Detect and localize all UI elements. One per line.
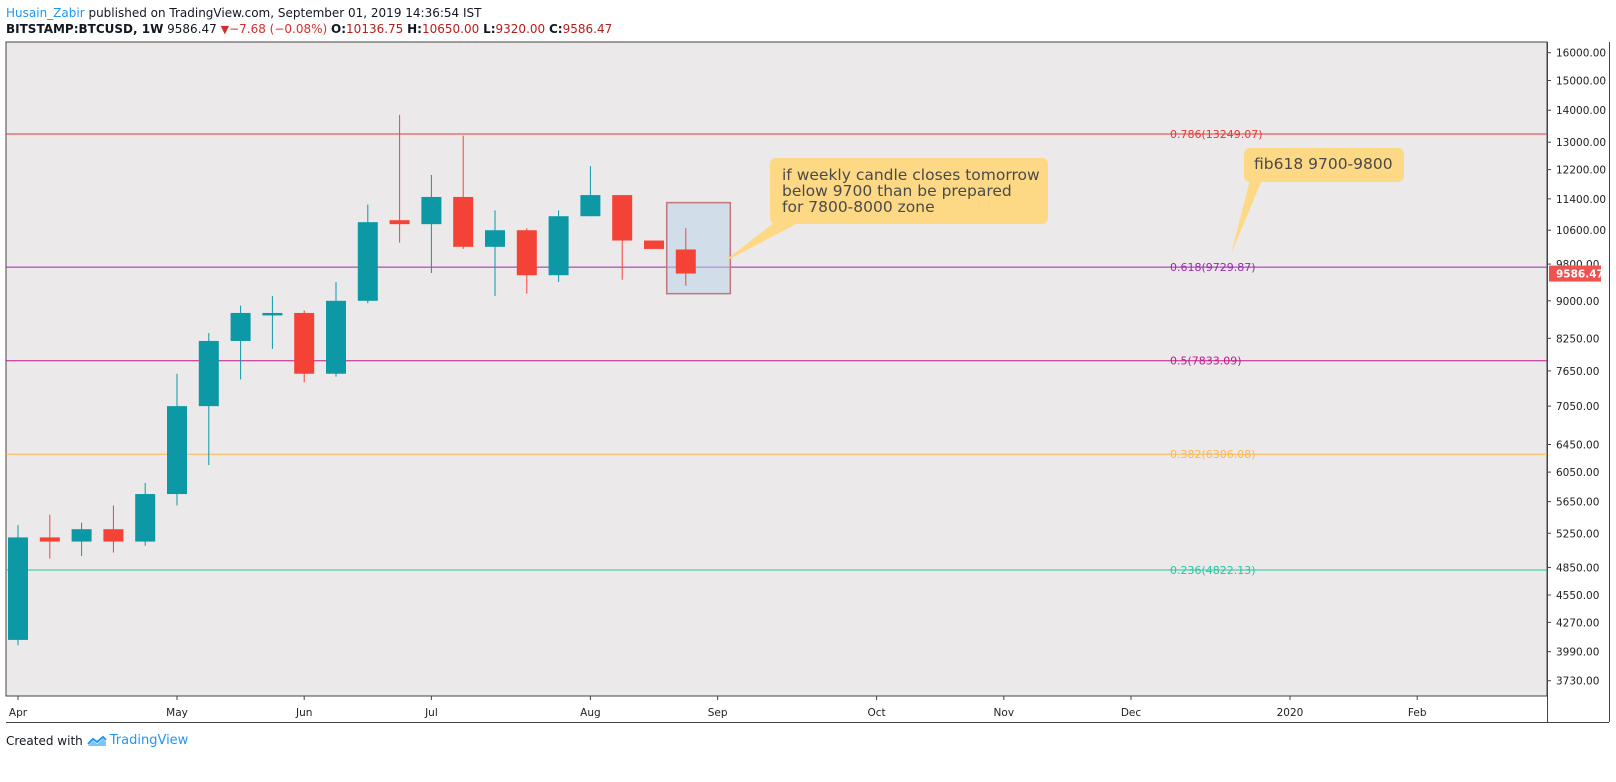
candle-body bbox=[262, 312, 283, 316]
time-tick-label: Jun bbox=[295, 707, 312, 719]
price-tick-label: 3990.00 bbox=[1556, 647, 1599, 659]
down-arrow-icon: ▼ bbox=[220, 23, 230, 36]
created-with-text: Created with bbox=[6, 733, 83, 748]
candle-body bbox=[548, 216, 569, 276]
price-tick-label: 7050.00 bbox=[1556, 401, 1599, 413]
time-tick-label: Jul bbox=[424, 707, 438, 719]
fib-level-label: 0.786(13249.07) bbox=[1170, 128, 1263, 141]
annotation-text: for 7800-8000 zone bbox=[782, 198, 935, 216]
candle-body bbox=[675, 249, 696, 274]
candle-body bbox=[135, 494, 156, 542]
fib-level-label: 0.618(9729.87) bbox=[1170, 261, 1256, 274]
time-tick-label: Feb bbox=[1408, 707, 1427, 719]
candle-body bbox=[230, 312, 251, 341]
annotation-box bbox=[1244, 148, 1404, 182]
published-text: published on TradingView.com, September … bbox=[84, 6, 482, 20]
candle-body bbox=[644, 240, 664, 249]
symbol-name: BITSTAMP:BTCUSD, 1W bbox=[6, 22, 164, 36]
price-tick-label: 6450.00 bbox=[1556, 439, 1599, 451]
candle-body bbox=[389, 220, 410, 225]
candle-body bbox=[453, 196, 474, 247]
price-tick-label: 6050.00 bbox=[1556, 467, 1599, 479]
price-tick-label: 15000.00 bbox=[1556, 75, 1606, 87]
price-tick-label: 16000.00 bbox=[1556, 48, 1606, 60]
price-tick-label: 5250.00 bbox=[1556, 528, 1599, 540]
annotation-text: below 9700 than be prepared bbox=[782, 182, 1012, 200]
candle-body bbox=[612, 195, 633, 241]
annotation-box bbox=[770, 158, 1048, 224]
candle-body bbox=[357, 222, 378, 301]
time-tick-label: Sep bbox=[708, 707, 728, 719]
price-tick-label: 13000.00 bbox=[1556, 137, 1606, 149]
price-tick-label: 8250.00 bbox=[1556, 333, 1599, 345]
fib-level-label: 0.382(6306.08) bbox=[1170, 448, 1256, 461]
open-label: O: bbox=[331, 22, 347, 36]
tradingview-logo-icon bbox=[87, 735, 107, 746]
tradingview-brand-link[interactable]: TradingView bbox=[109, 733, 189, 748]
low-label: L: bbox=[483, 22, 496, 36]
time-tick-label: 2020 bbox=[1277, 707, 1304, 719]
close-label: C: bbox=[548, 22, 563, 36]
time-tick-label: Oct bbox=[868, 707, 886, 719]
price-tick-label: 4550.00 bbox=[1556, 590, 1599, 602]
open-value: 10136.75 bbox=[346, 22, 404, 36]
publish-header: Husain_Zabir published on TradingView.co… bbox=[6, 4, 481, 22]
high-value: 10650.00 bbox=[421, 22, 480, 36]
fib-level-label: 0.5(7833.09) bbox=[1170, 355, 1242, 368]
price-tick-label: 4270.00 bbox=[1556, 617, 1599, 629]
candle-body bbox=[421, 196, 442, 225]
price-tick-label: 11400.00 bbox=[1556, 194, 1606, 206]
author-link[interactable]: Husain_Zabir bbox=[6, 6, 85, 20]
close-value: 9586.47 bbox=[562, 22, 613, 36]
time-tick-label: May bbox=[166, 707, 188, 719]
time-tick-label: Aug bbox=[580, 707, 601, 719]
candle-body bbox=[103, 529, 124, 542]
time-tick-label: Apr bbox=[9, 707, 28, 719]
candle-body bbox=[580, 195, 601, 217]
price-tick-label: 10600.00 bbox=[1556, 225, 1606, 237]
annotation-text: if weekly candle closes tomorrow bbox=[782, 166, 1040, 184]
high-label: H: bbox=[407, 22, 422, 36]
candle-body bbox=[294, 312, 315, 374]
last-price-tag-label: 9586.47 bbox=[1556, 269, 1604, 281]
candle-body bbox=[516, 230, 537, 276]
price-tick-label: 4850.00 bbox=[1556, 562, 1599, 574]
candle-body bbox=[71, 529, 92, 542]
highlight-box bbox=[665, 201, 732, 295]
last-price: 9586.47 bbox=[167, 22, 217, 36]
price-tick-label: 9000.00 bbox=[1556, 296, 1599, 308]
price-tick-label: 14000.00 bbox=[1556, 105, 1606, 117]
candle-body bbox=[8, 537, 28, 640]
annotation-pointer bbox=[722, 222, 800, 263]
candle-body bbox=[198, 340, 219, 407]
price-tick-label: 12200.00 bbox=[1556, 165, 1606, 177]
candle-body bbox=[39, 537, 60, 542]
low-value: 9320.00 bbox=[495, 22, 546, 36]
price-change: −7.68 (−0.08%) bbox=[229, 22, 328, 36]
last-price-tag bbox=[1549, 265, 1601, 282]
candle-body bbox=[326, 300, 346, 374]
annotation-pointer bbox=[1231, 180, 1262, 254]
footer: Created with TradingView bbox=[6, 733, 188, 748]
annotation-text: fib618 9700-9800 bbox=[1254, 155, 1393, 173]
price-tick-label: 5650.00 bbox=[1556, 497, 1599, 509]
price-axis[interactable] bbox=[1547, 42, 1609, 696]
candle-body bbox=[167, 406, 187, 495]
fib-level-label: 0.236(4822.13) bbox=[1170, 564, 1256, 577]
price-tick-label: 3730.00 bbox=[1556, 676, 1599, 688]
price-tick-label: 7650.00 bbox=[1556, 366, 1599, 378]
plot-area[interactable] bbox=[5, 41, 1548, 697]
symbol-bar: BITSTAMP:BTCUSD, 1W 9586.47 ▼−7.68 (−0.0… bbox=[6, 21, 612, 38]
time-tick-label: Dec bbox=[1121, 707, 1142, 719]
time-tick-label: Nov bbox=[994, 707, 1015, 719]
candle-body bbox=[485, 230, 505, 247]
